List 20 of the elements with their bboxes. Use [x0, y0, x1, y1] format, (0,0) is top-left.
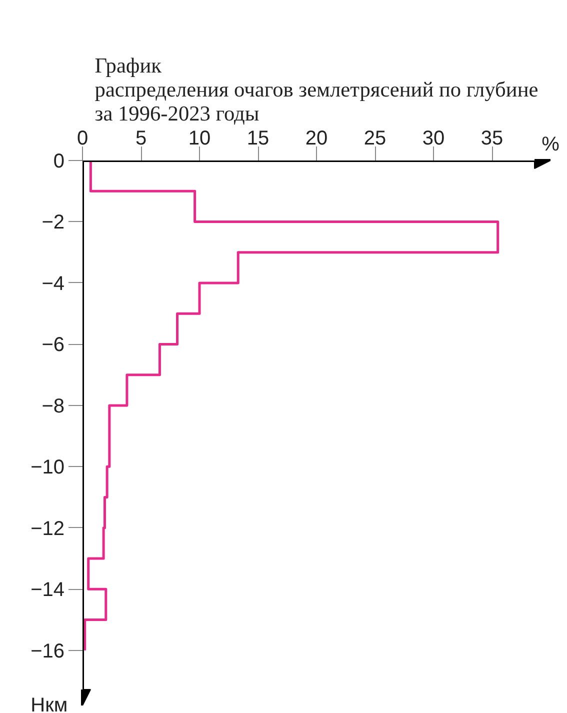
y-tick-label: −10 [30, 456, 65, 479]
y-tick-label: 0 [53, 150, 64, 172]
x-axis-title: % [542, 134, 560, 156]
y-tick-label: −6 [42, 334, 65, 356]
x-tick-label: 30 [422, 128, 445, 150]
y-tick-label: −14 [30, 579, 65, 602]
y-tick-label: −8 [42, 395, 65, 418]
y-axis-title: Нкм [30, 694, 68, 713]
x-tick-label: 35 [480, 128, 504, 150]
chart-title: График распределения очагов землетрясений по глубине за 1996-2023 годы [94, 54, 538, 126]
x-tick-label: 5 [135, 128, 147, 150]
x-tick-label: 10 [188, 128, 211, 150]
y-tick-label: −4 [42, 272, 65, 295]
x-tick-label: 20 [305, 128, 328, 150]
y-tick-label: −12 [30, 518, 65, 540]
y-tick-label: −16 [30, 640, 65, 662]
x-tick-label: 15 [246, 128, 270, 150]
x-tick-label: 0 [76, 128, 88, 150]
y-tick-label: −2 [42, 212, 65, 234]
x-tick-label: 25 [364, 128, 386, 150]
